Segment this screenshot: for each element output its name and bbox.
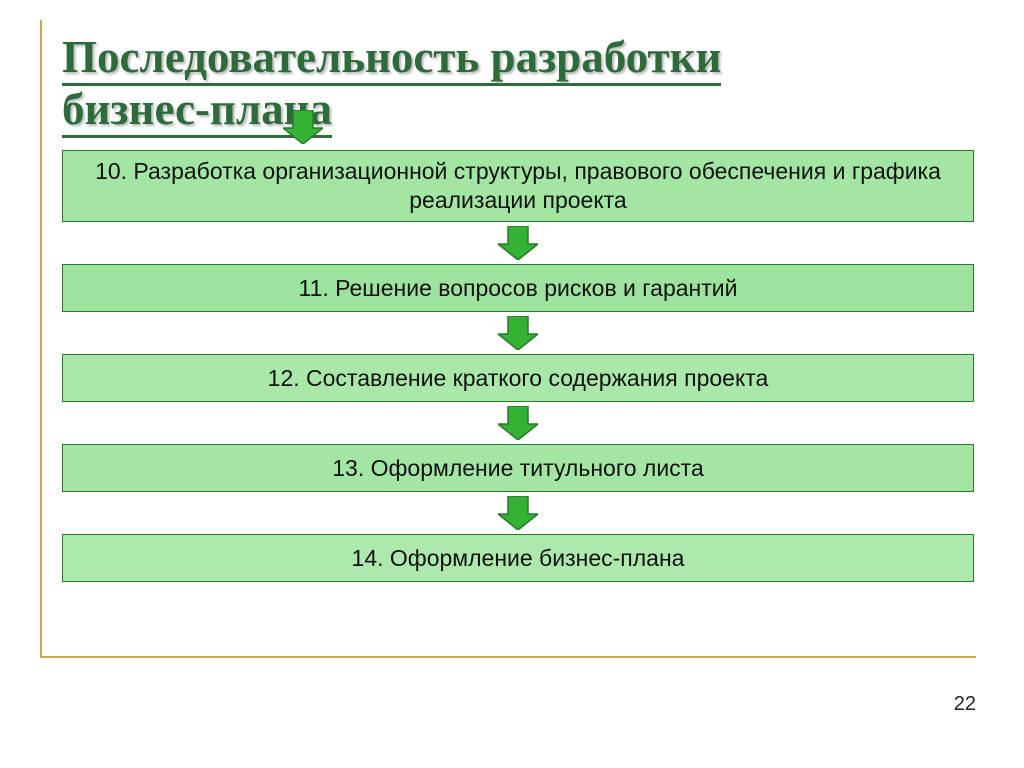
frame-horizontal-line — [40, 656, 976, 658]
step-13: 13. Оформление титульного листа — [62, 444, 974, 492]
flowchart: 10. Разработка организационной структуры… — [62, 150, 974, 582]
step-12-label: 12. Составление краткого содержания прое… — [268, 364, 769, 393]
frame-vertical-line — [40, 20, 42, 658]
step-11-label: 11. Решение вопросов рисков и гарантий — [299, 274, 738, 303]
step-11: 11. Решение вопросов рисков и гарантий — [62, 264, 974, 312]
step-14-label: 14. Оформление бизнес-плана — [352, 544, 685, 573]
title-line-2: бизнес-плана — [62, 84, 332, 138]
arrow-down-icon — [62, 312, 974, 354]
step-10: 10. Разработка организационной структуры… — [62, 150, 974, 222]
step-14: 14. Оформление бизнес-плана — [62, 534, 974, 582]
arrow-down-icon — [62, 402, 974, 444]
slide-title: Последовательность разработки бизнес-пла… — [62, 32, 962, 136]
arrow-down-icon — [62, 492, 974, 534]
step-13-label: 13. Оформление титульного листа — [332, 454, 703, 483]
slide: Последовательность разработки бизнес-пла… — [0, 0, 1024, 768]
title-line-1: Последовательность разработки — [62, 32, 721, 86]
arrow-down-icon — [62, 222, 974, 264]
step-12: 12. Составление краткого содержания прое… — [62, 354, 974, 402]
step-10-label: 10. Разработка организационной структуры… — [83, 157, 953, 215]
page-number: 22 — [954, 693, 976, 716]
